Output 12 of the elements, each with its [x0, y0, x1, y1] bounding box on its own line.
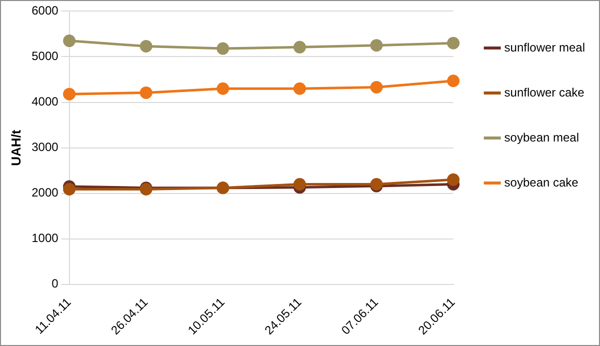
- y-tick-label: 3000: [32, 140, 59, 154]
- legend-label: soybean meal: [504, 130, 580, 144]
- y-axis-title: UAH/t: [8, 129, 24, 166]
- legend-label: sunflower meal: [504, 40, 585, 54]
- y-tick-label: 6000: [32, 4, 59, 18]
- legend-label: soybean cake: [504, 175, 579, 190]
- y-tick-label: 0: [52, 276, 59, 291]
- y-tick-label: 5000: [32, 49, 59, 64]
- y-tick-label: 4000: [32, 94, 59, 109]
- y-tick-label: 2000: [32, 186, 59, 200]
- y-tick-label: 1000: [32, 231, 59, 246]
- legend-label: sunflower cake: [504, 85, 585, 100]
